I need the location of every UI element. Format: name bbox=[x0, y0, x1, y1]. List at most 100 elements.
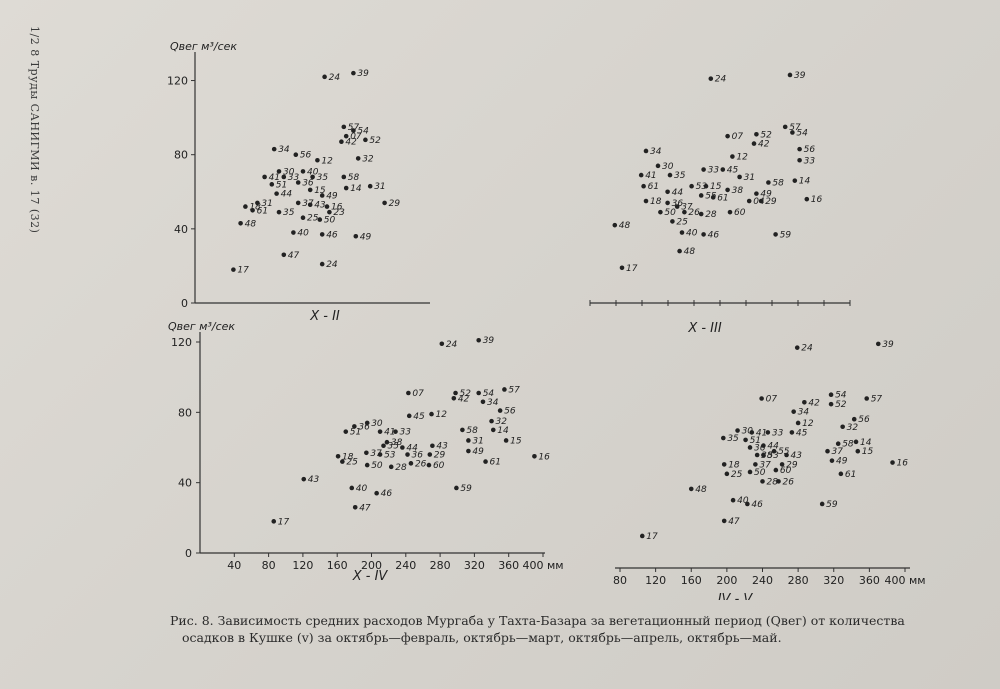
data-point bbox=[760, 479, 765, 484]
data-point bbox=[291, 230, 296, 235]
scatter-panel-4: 80 120 160 200 240 280 320 360 400 мм IV - V 24 39 0… bbox=[613, 340, 926, 600]
data-point bbox=[804, 196, 810, 202]
data-point-label: 58 bbox=[842, 440, 854, 450]
data-point bbox=[295, 180, 301, 185]
data-point-label: 60 bbox=[780, 466, 792, 476]
data-point bbox=[619, 265, 625, 271]
data-point bbox=[335, 453, 341, 459]
data-point-label: 29 bbox=[786, 460, 798, 470]
data-point-label: 57 bbox=[871, 395, 883, 405]
data-point-label: 48 bbox=[619, 221, 631, 231]
data-point-label: 47 bbox=[359, 503, 371, 513]
data-point bbox=[408, 461, 414, 466]
data-point-label: 07 bbox=[412, 389, 424, 399]
data-point bbox=[749, 430, 755, 435]
data-point-label: 40 bbox=[686, 229, 698, 239]
data-point bbox=[730, 497, 736, 503]
running-header-text: 1/2 8 Труды САНИГМИ в. 17 (32) bbox=[28, 26, 41, 234]
data-point bbox=[725, 133, 730, 139]
data-point-label: 56 bbox=[804, 145, 816, 155]
data-point bbox=[343, 133, 349, 139]
data-point-label: 53 bbox=[696, 182, 708, 192]
data-point bbox=[789, 430, 795, 435]
data-point-label: 32 bbox=[496, 417, 508, 427]
data-point bbox=[784, 452, 789, 458]
data-point bbox=[754, 191, 759, 196]
data-point-label: 12 bbox=[802, 419, 814, 429]
data-point bbox=[761, 443, 766, 448]
x-tick-label: 400 мм bbox=[522, 559, 563, 572]
data-point bbox=[665, 189, 670, 195]
data-point-label: 14 bbox=[350, 184, 362, 194]
data-point-label: 52 bbox=[835, 400, 847, 410]
data-point-label: 54 bbox=[483, 389, 495, 399]
data-point bbox=[339, 139, 344, 145]
data-point bbox=[802, 399, 807, 405]
data-point-label: 50 bbox=[754, 468, 766, 478]
data-point bbox=[797, 157, 802, 163]
x-tick-label: 400 мм bbox=[884, 574, 925, 587]
data-point bbox=[351, 128, 356, 133]
data-point-label: 30 bbox=[283, 167, 295, 177]
data-point-label: 12 bbox=[736, 153, 748, 163]
x-tick-label: 160 bbox=[327, 559, 348, 572]
data-point bbox=[698, 193, 704, 198]
data-point bbox=[364, 450, 369, 456]
data-point bbox=[324, 204, 330, 209]
data-point bbox=[426, 462, 432, 468]
data-point bbox=[476, 337, 481, 343]
data-point-label: 34 bbox=[487, 398, 499, 408]
data-point-label: 46 bbox=[381, 489, 393, 499]
data-point bbox=[787, 72, 793, 78]
data-point bbox=[670, 219, 675, 224]
data-point-label: 36 bbox=[412, 451, 424, 461]
data-point-label: 57 bbox=[348, 123, 360, 133]
data-point-label: 59 bbox=[460, 484, 472, 494]
data-point-label: 48 bbox=[245, 219, 257, 229]
data-point-label: 34 bbox=[278, 145, 290, 155]
data-point bbox=[721, 462, 727, 467]
data-point-label: 37 bbox=[681, 203, 693, 213]
data-point-label: 50 bbox=[324, 216, 336, 226]
data-point-label: 28 bbox=[395, 463, 407, 473]
data-point bbox=[255, 200, 260, 206]
data-point-label: 47 bbox=[728, 517, 740, 527]
data-point-label: 40 bbox=[356, 484, 368, 494]
data-point bbox=[276, 209, 282, 215]
data-point bbox=[720, 167, 726, 172]
data-point-label: 45 bbox=[727, 166, 739, 176]
x-tick-label: 240 bbox=[752, 574, 773, 587]
data-point bbox=[766, 180, 771, 185]
data-point-label: 30 bbox=[371, 419, 383, 429]
data-point-label: 61 bbox=[845, 470, 856, 480]
data-point bbox=[293, 152, 299, 157]
data-point-label: 60 bbox=[734, 208, 746, 218]
data-point bbox=[725, 187, 730, 193]
data-point-label: 15 bbox=[510, 436, 522, 446]
data-point-label: 36 bbox=[358, 422, 370, 432]
data-point-label: 43 bbox=[436, 442, 448, 452]
data-point-label: 59 bbox=[780, 230, 792, 240]
x-tick-label: 360 bbox=[498, 559, 519, 572]
data-point bbox=[322, 74, 327, 80]
data-point bbox=[405, 452, 410, 457]
data-point-label: 60 bbox=[433, 461, 445, 471]
data-point-label: 29 bbox=[434, 451, 446, 461]
data-point-label: 54 bbox=[357, 127, 369, 137]
data-point bbox=[655, 163, 661, 169]
data-point-label: 58 bbox=[348, 173, 360, 183]
data-point-label: 26 bbox=[688, 208, 700, 218]
y-axis-label: Qвег м³/сек bbox=[168, 320, 235, 333]
data-point-label: 30 bbox=[662, 162, 674, 172]
data-point bbox=[727, 209, 733, 215]
data-point-label: 54 bbox=[835, 391, 847, 401]
data-point bbox=[753, 462, 758, 467]
data-point-label: 35 bbox=[388, 442, 400, 452]
data-point-label: 31 bbox=[374, 182, 385, 192]
data-point bbox=[674, 204, 680, 209]
data-point bbox=[466, 438, 471, 443]
data-point bbox=[795, 420, 801, 426]
data-point bbox=[794, 345, 800, 350]
